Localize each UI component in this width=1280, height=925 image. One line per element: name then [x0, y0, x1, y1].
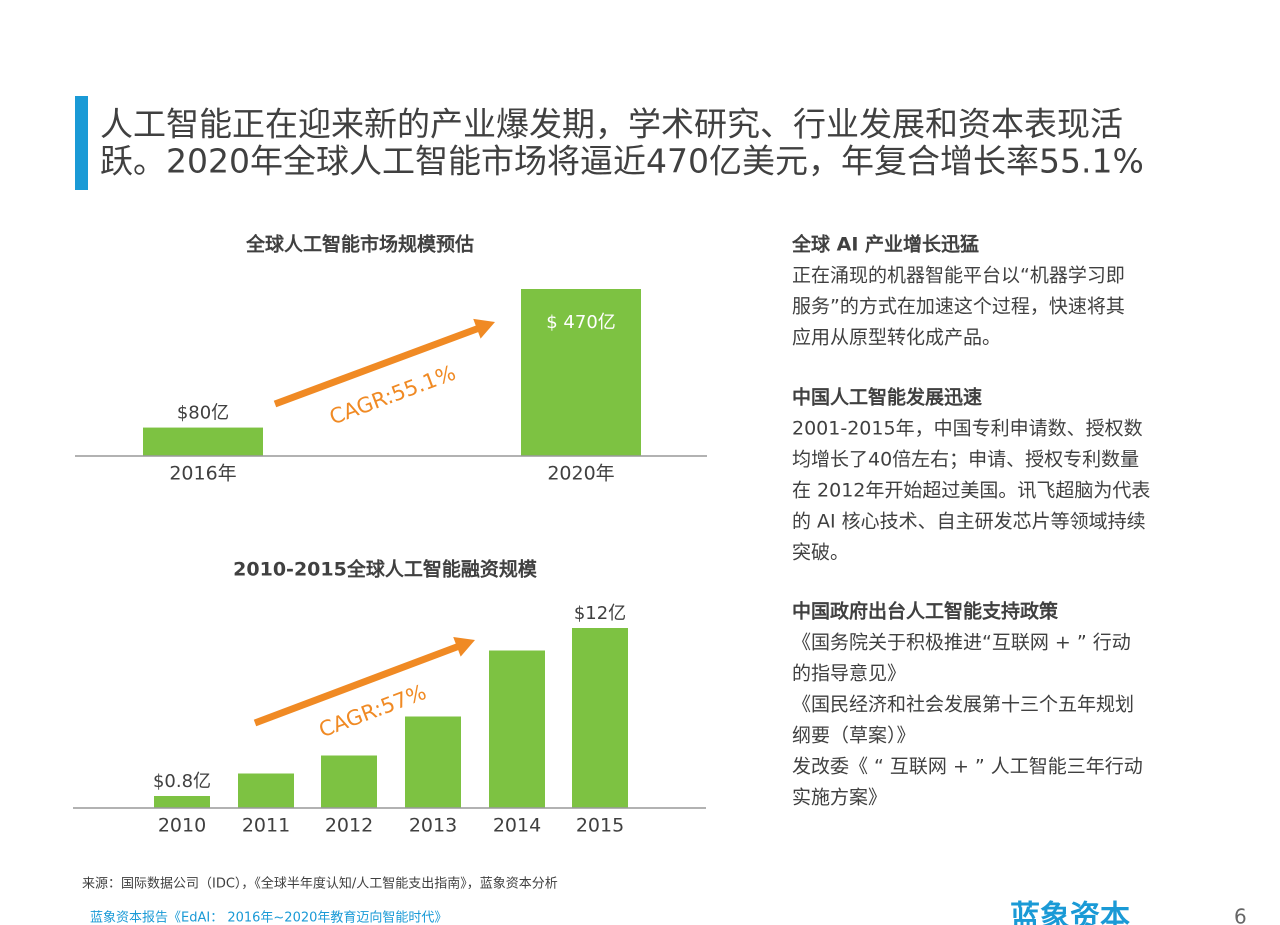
trend-arrow — [273, 323, 484, 408]
bar — [572, 628, 628, 808]
section-heading: 全球 AI 产业增长迅猛 — [791, 233, 979, 256]
trend-arrow-head — [473, 318, 495, 339]
data-label: $12亿 — [574, 603, 626, 624]
section-text: 的 AI 核心技术、自主研发芯片等领域持续 — [792, 511, 1146, 533]
x-tick-label: 2011 — [242, 815, 290, 837]
section-text: 应用从原型转化成产品。 — [792, 327, 1001, 349]
x-tick-label: 2012 — [325, 815, 373, 837]
section-heading: 中国政府出台人工智能支持政策 — [792, 600, 1059, 623]
section-text: 2001-2015年，中国专利申请数、授权数 — [792, 418, 1143, 440]
bar — [489, 650, 545, 808]
chart-title: 2010-2015全球人工智能融资规模 — [233, 558, 538, 581]
section-text: 均增长了40倍左右；申请、授权专利数量 — [792, 449, 1139, 471]
section-text: 的指导意见》 — [792, 663, 906, 685]
trend-arrow-head — [453, 636, 475, 657]
source-note: 来源：国际数据公司（IDC），《全球半年度认知/人工智能支出指南》，蓝象资本分析 — [82, 876, 558, 892]
section-text: 纲要（草案）》 — [792, 725, 916, 747]
report-name: 蓝象资本报告《EdAI： 2016年~2020年教育迈向智能时代》 — [90, 910, 447, 925]
section-text: 实施方案》 — [792, 787, 887, 809]
bar — [154, 796, 210, 808]
slide-title: 人工智能正在迎来新的产业爆发期，学术研究、行业发展和资本表现活 — [100, 105, 1123, 144]
data-label: $ 470亿 — [546, 312, 616, 333]
chart-title: 全球人工智能市场规模预估 — [245, 233, 474, 256]
data-label: $80亿 — [177, 403, 229, 424]
bar — [405, 716, 461, 808]
section-text: 突破。 — [792, 542, 849, 564]
section-text: 服务”的方式在加速这个过程，快速将其 — [792, 296, 1125, 318]
x-tick-label: 2016年 — [169, 463, 236, 485]
section-text: 《国民经济和社会发展第十三个五年规划 — [792, 694, 1134, 716]
title-accent — [75, 96, 88, 190]
slide-title: 跃。2020年全球人工智能市场将逼近470亿美元，年复合增长率55.1% — [100, 142, 1144, 181]
section-text: 正在涌现的机器智能平台以“机器学习即 — [792, 265, 1125, 287]
x-tick-label: 2014 — [493, 815, 541, 837]
bar — [321, 755, 377, 808]
bar — [143, 427, 263, 456]
trend-arrow — [253, 641, 464, 727]
section-text: 在 2012年开始超过美国。讯飞超脑为代表 — [792, 480, 1150, 502]
data-label: $0.8亿 — [153, 771, 211, 792]
bar — [521, 289, 641, 456]
x-tick-label: 2020年 — [547, 463, 614, 485]
bar — [238, 773, 294, 808]
x-tick-label: 2013 — [409, 815, 457, 837]
x-tick-label: 2010 — [158, 815, 206, 837]
section-text: 《国务院关于积极推进“互联网 + ” 行动 — [792, 632, 1131, 654]
logo: 蓝象资本 — [1010, 900, 1130, 925]
x-tick-label: 2015 — [576, 815, 624, 837]
section-text: 发改委《 “ 互联网 + ” 人工智能三年行动 — [792, 756, 1143, 778]
page-number: 6 — [1234, 905, 1247, 925]
section-heading: 中国人工智能发展迅速 — [792, 386, 982, 409]
